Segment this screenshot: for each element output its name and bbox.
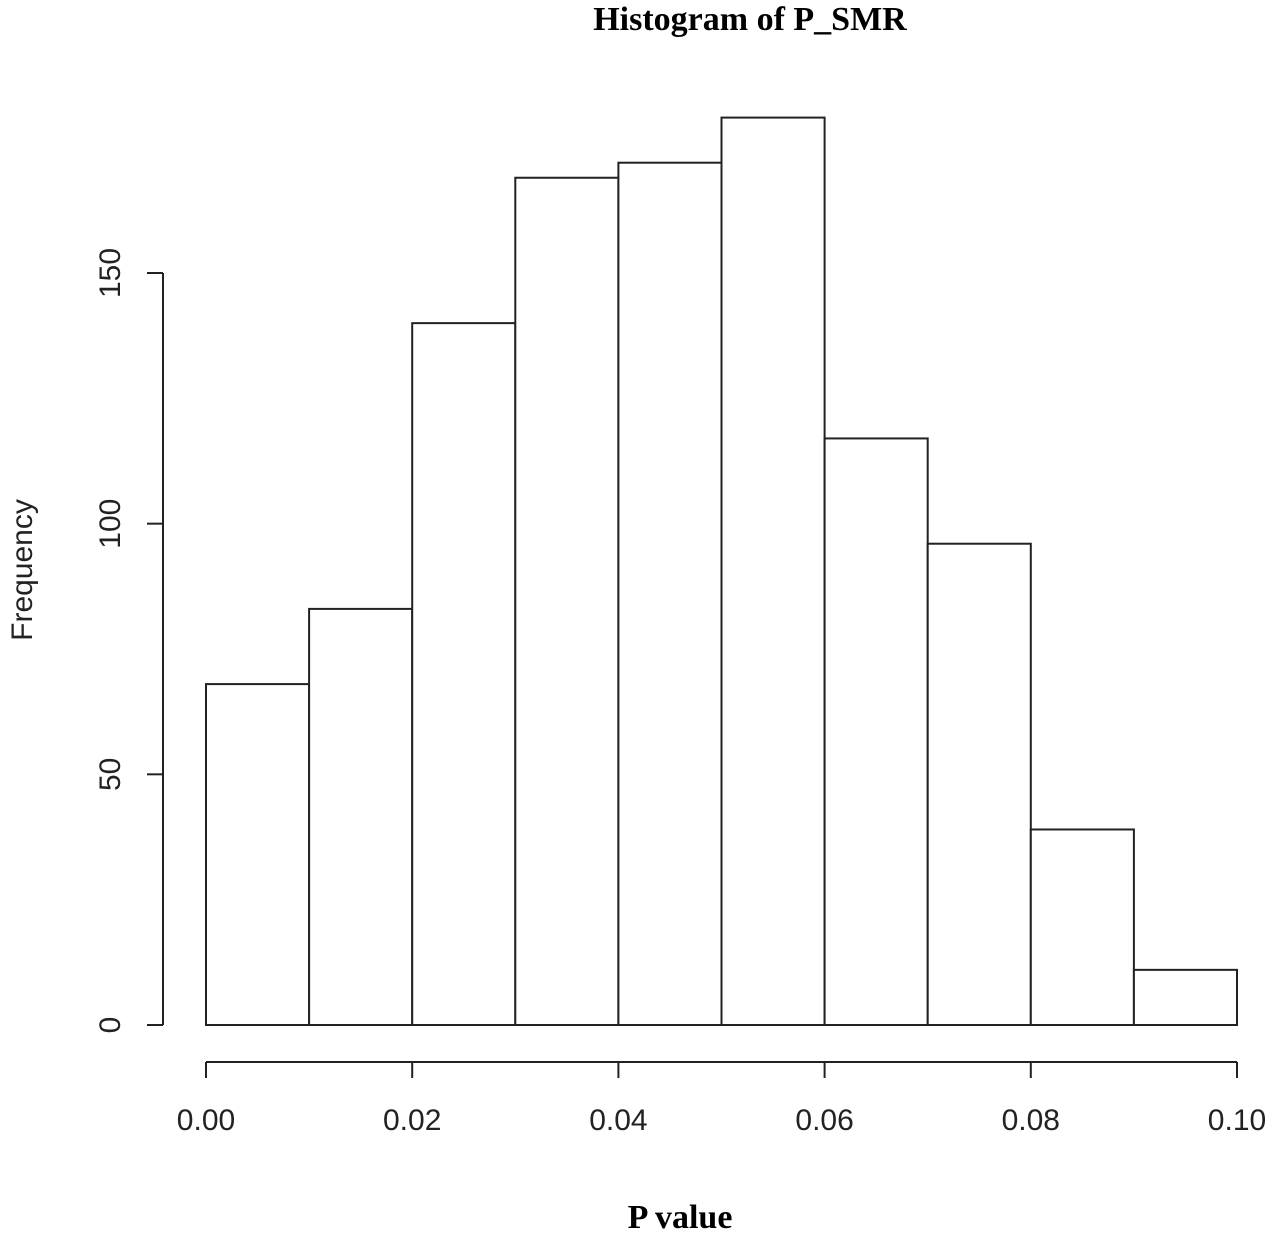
x-tick-label: 0.04 — [589, 1104, 647, 1137]
bar — [617, 161, 723, 1026]
bar — [411, 322, 517, 1026]
bar — [926, 542, 1032, 1026]
x-tick-label: 0.08 — [1002, 1104, 1060, 1137]
y-axis-label: Frequency — [6, 499, 39, 641]
bar — [514, 176, 620, 1027]
x-axis-label: P value — [628, 1199, 733, 1236]
bar — [823, 437, 929, 1026]
bar — [720, 116, 826, 1026]
y-tick-label: 50 — [94, 758, 127, 791]
x-tick-label: 0.06 — [795, 1104, 853, 1137]
y-tick-label: 0 — [94, 1017, 127, 1034]
bar — [1132, 968, 1239, 1026]
y-tick-label: 150 — [94, 248, 127, 298]
chart-title: Histogram of P_SMR — [593, 1, 907, 38]
x-tick-label: 0.02 — [383, 1104, 441, 1137]
x-tick-label: 0.10 — [1208, 1104, 1266, 1137]
bar — [308, 607, 414, 1026]
y-tick-label: 100 — [94, 499, 127, 549]
bar — [1029, 828, 1135, 1026]
bar — [205, 683, 311, 1026]
x-tick-label: 0.00 — [177, 1104, 235, 1137]
